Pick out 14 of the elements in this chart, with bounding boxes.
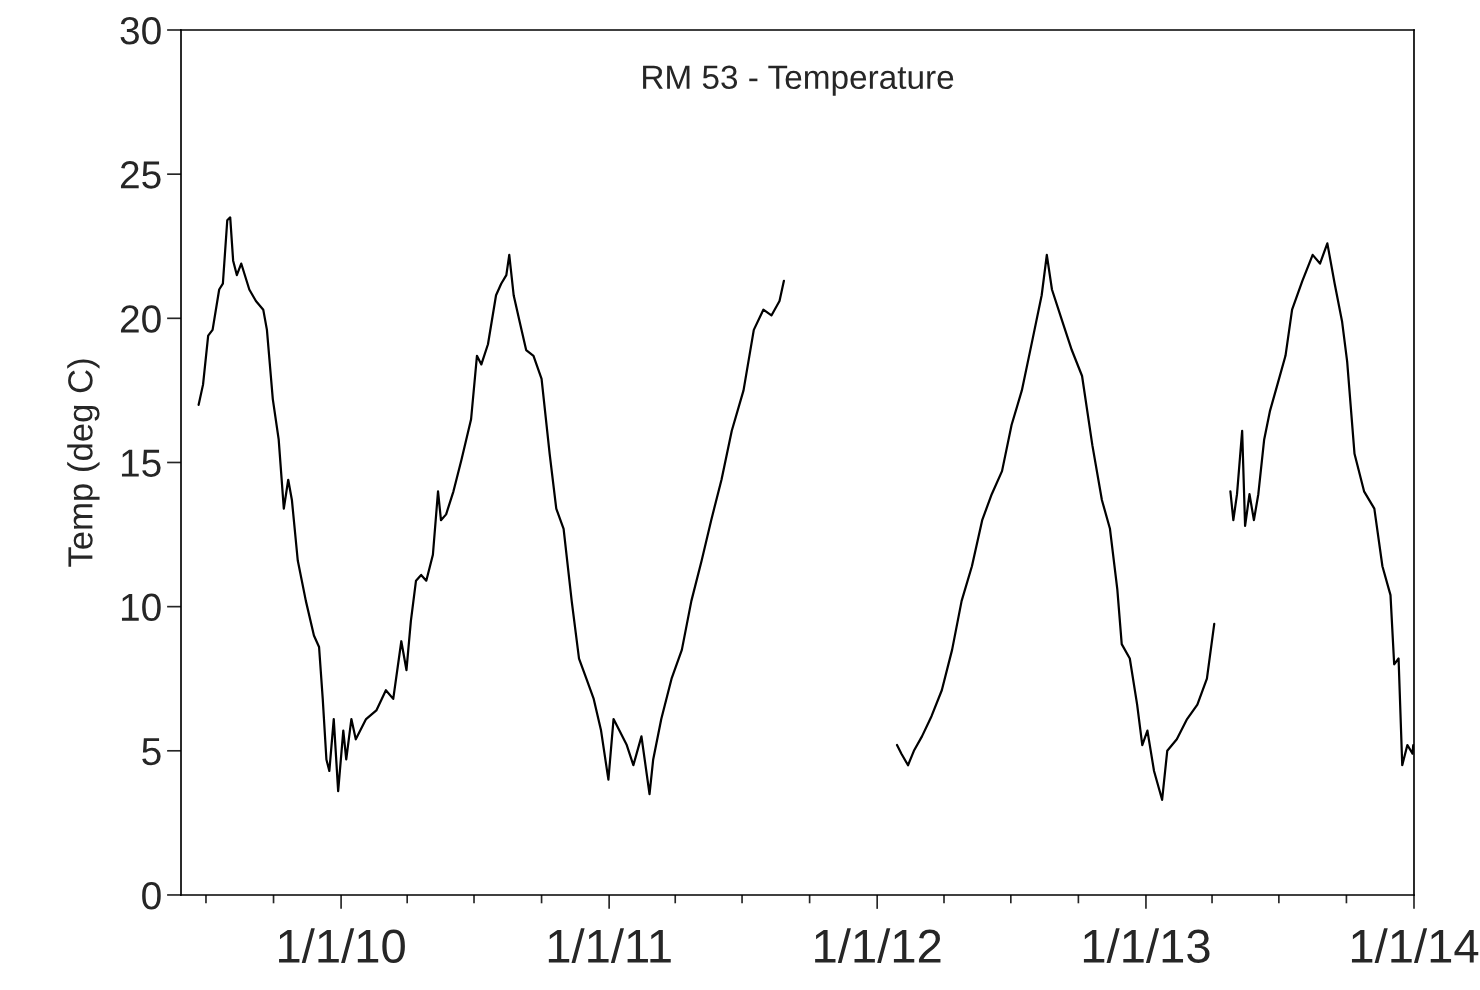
- y-axis-title: Temp (deg C): [67, 359, 100, 567]
- y-tick-label: 30: [120, 16, 161, 45]
- y-tick-label: 20: [120, 305, 161, 333]
- y-tick-label: 5: [142, 738, 161, 766]
- y-tick-label: 10: [121, 593, 161, 622]
- x-tick-label: 1/1/11: [548, 928, 671, 963]
- x-tick-label: 1/1/12: [815, 928, 941, 963]
- y-tick-label: 0: [142, 881, 161, 910]
- x-tick-label: 1/1/14: [1351, 928, 1479, 963]
- x-tick-label: 1/1/13: [1083, 928, 1210, 963]
- text: RM 53 - Temperature: [643, 65, 954, 96]
- y-tick-label: 25: [120, 161, 161, 189]
- x-tick-label: 1/1/10: [279, 928, 405, 963]
- y-tick-label: 15: [121, 449, 161, 477]
